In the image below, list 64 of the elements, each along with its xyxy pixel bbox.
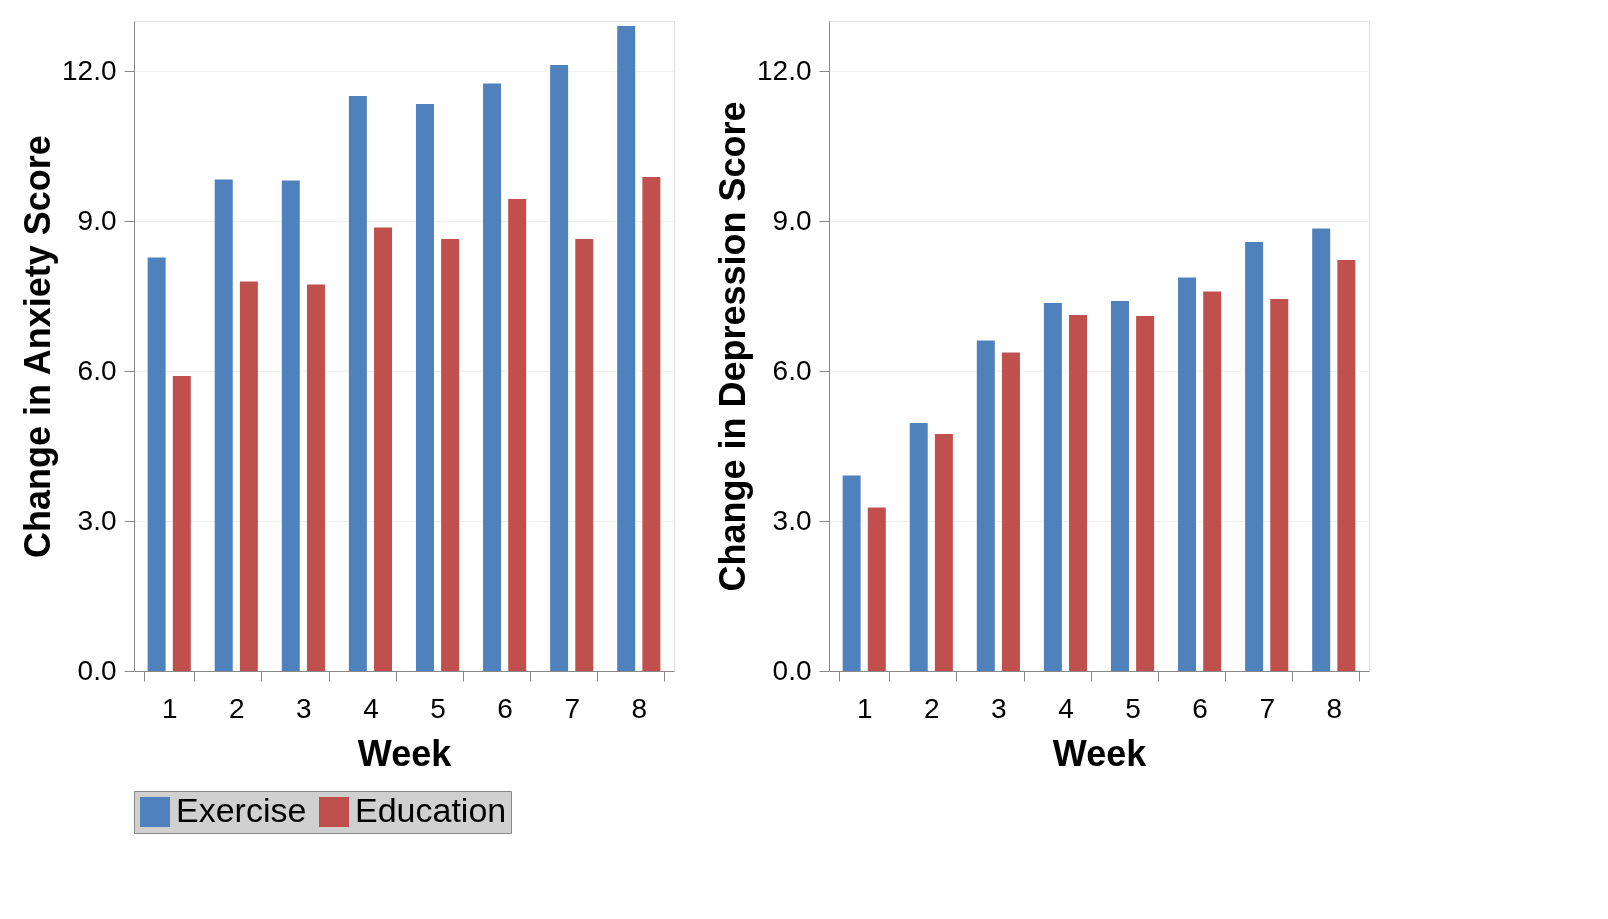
x-tick-label: 2 xyxy=(229,692,245,724)
bar xyxy=(1270,299,1289,671)
bar xyxy=(976,340,995,671)
x-tick-label: 5 xyxy=(430,692,446,724)
y-axis-title: Change in Anxiety Score xyxy=(17,135,58,558)
x-tick-label: 8 xyxy=(631,692,648,724)
x-tick-label: 3 xyxy=(296,692,312,724)
y-tick-label: 0.0 xyxy=(77,654,117,686)
y-tick-label: 3.0 xyxy=(77,504,117,536)
legend-label: Exercise xyxy=(176,791,307,829)
y-tick-label: 0.0 xyxy=(772,654,812,686)
x-tick-label: 6 xyxy=(1192,692,1208,724)
bar xyxy=(1069,315,1088,671)
x-tick-label: 5 xyxy=(1125,692,1141,724)
bar xyxy=(483,83,502,671)
x-tick-label: 1 xyxy=(161,692,178,724)
bar xyxy=(214,179,233,671)
bar xyxy=(374,227,393,671)
bar xyxy=(508,199,527,671)
y-axis-title: Change in Depression Score xyxy=(712,101,753,592)
x-axis-title: Week xyxy=(357,732,453,774)
bar xyxy=(642,177,661,671)
bar xyxy=(1203,291,1222,671)
y-tick-label: 3.0 xyxy=(772,504,812,536)
bar xyxy=(1178,277,1197,671)
bar xyxy=(306,284,325,671)
bar xyxy=(909,423,928,671)
x-tick-label: 4 xyxy=(1058,692,1074,724)
x-tick-label: 2 xyxy=(924,692,940,724)
bar xyxy=(441,239,460,671)
x-tick-label: 4 xyxy=(363,692,379,724)
y-tick-label: 12.0 xyxy=(62,54,117,86)
bar xyxy=(550,65,569,671)
x-tick-label: 7 xyxy=(564,692,580,724)
bar xyxy=(1043,303,1062,671)
bar xyxy=(415,104,434,671)
bar xyxy=(281,180,300,671)
y-tick-label: 6.0 xyxy=(77,354,117,386)
bar xyxy=(1337,260,1356,671)
bar xyxy=(575,239,594,671)
bar xyxy=(867,507,886,671)
bar xyxy=(934,434,953,671)
y-tick-label: 12.0 xyxy=(757,54,812,86)
bar xyxy=(1001,352,1020,671)
bar xyxy=(842,475,861,671)
y-tick-label: 9.0 xyxy=(77,204,117,236)
y-tick-label: 9.0 xyxy=(772,204,812,236)
bar xyxy=(1110,301,1129,671)
x-tick-label: 6 xyxy=(497,692,513,724)
bar xyxy=(172,376,191,671)
y-tick-label: 6.0 xyxy=(772,354,812,386)
bar xyxy=(1136,316,1155,671)
legend-label: Education xyxy=(355,791,507,829)
x-tick-label: 3 xyxy=(991,692,1007,724)
bar xyxy=(348,96,367,671)
bar xyxy=(1312,228,1331,671)
x-tick-label: 8 xyxy=(1326,692,1343,724)
x-tick-label: 7 xyxy=(1259,692,1275,724)
x-tick-label: 1 xyxy=(856,692,873,724)
bar xyxy=(1245,242,1264,671)
bar xyxy=(239,281,258,671)
bar xyxy=(147,257,166,671)
bar xyxy=(617,26,636,671)
x-axis-title: Week xyxy=(1052,732,1148,774)
